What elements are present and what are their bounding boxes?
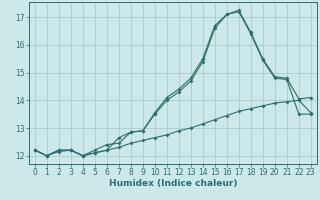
X-axis label: Humidex (Indice chaleur): Humidex (Indice chaleur) (108, 179, 237, 188)
